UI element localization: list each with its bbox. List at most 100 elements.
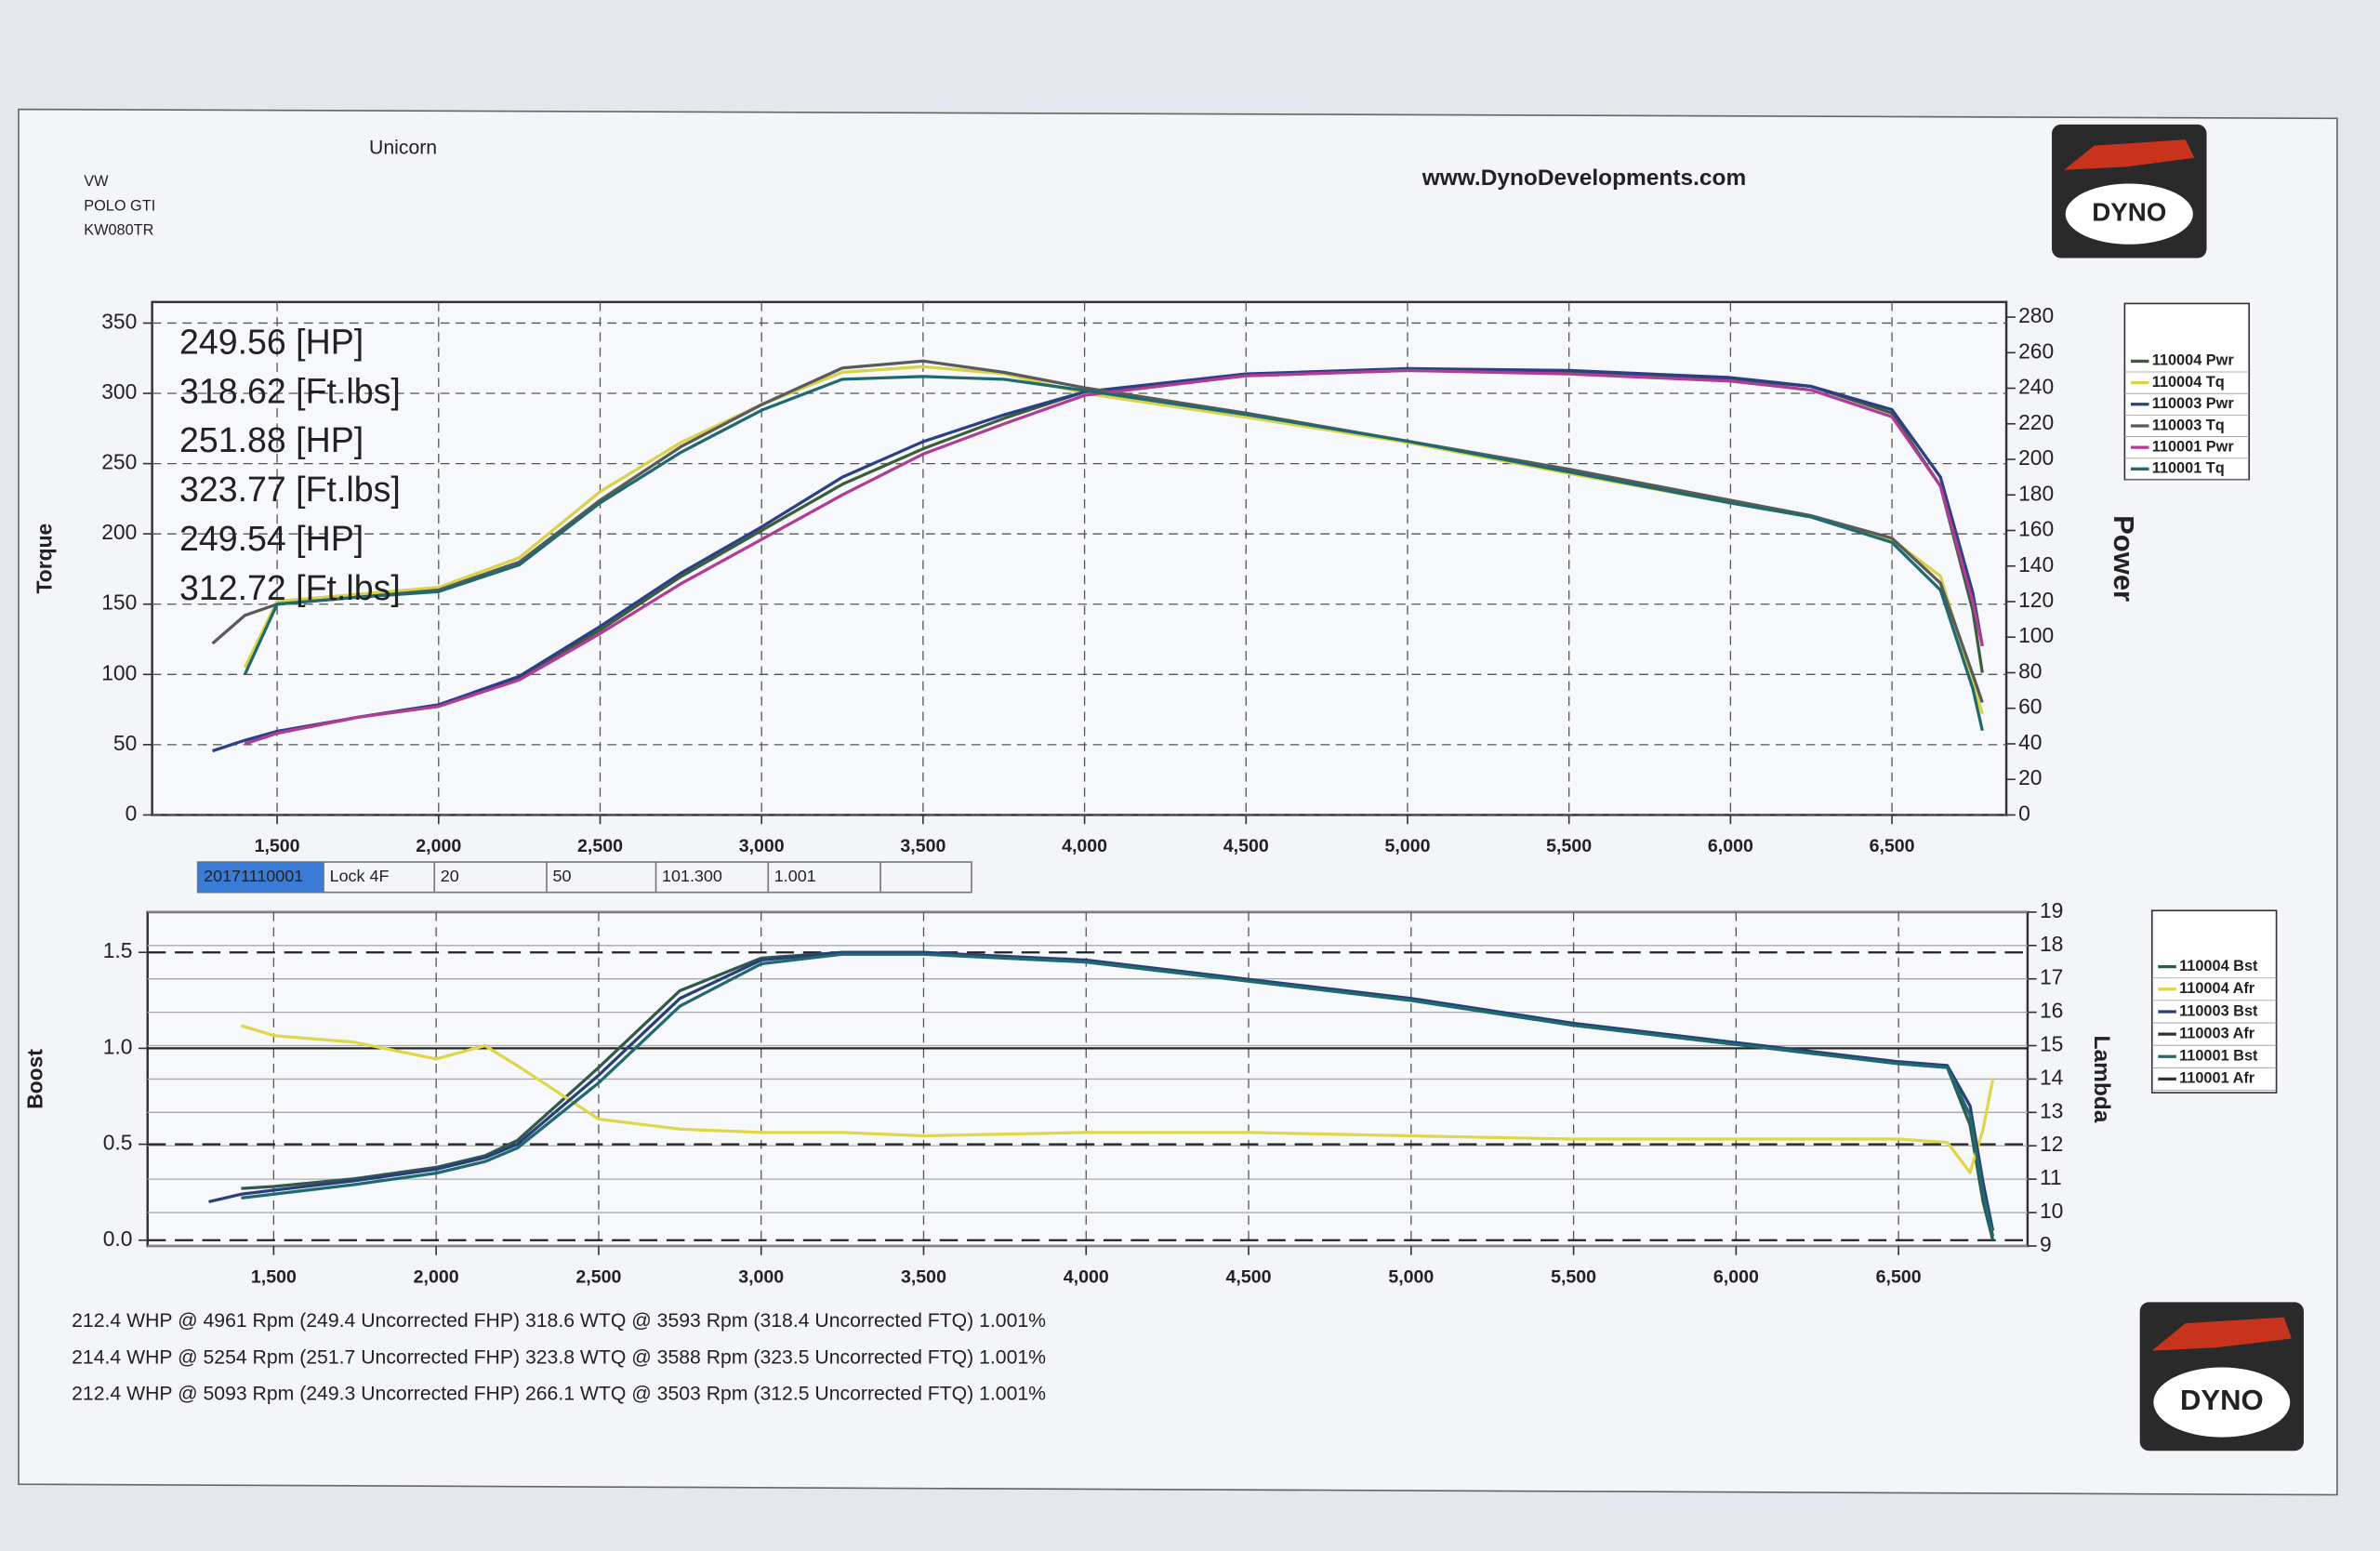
y2-tick-label: 60 [2018,695,2042,719]
x-tick-label: 3,500 [900,836,945,856]
info-cell: 20171110001 [204,867,303,885]
x-tick-label: 4,000 [1064,1266,1109,1287]
x-tick-label: 5,000 [1384,836,1430,856]
y2-tick-label: 180 [2018,481,2054,505]
x-tick-label: 5,500 [1546,836,1592,856]
legend-box [2123,302,2251,481]
x-tick-label: 6,500 [1876,1266,1922,1287]
y2-tick-label: 0 [2018,801,2030,825]
y2-tick-label: 140 [2018,552,2054,577]
x-tick-label: 3,500 [901,1266,946,1287]
website: www.DynoDevelopments.com [1421,166,1747,191]
y2-axis-label: Lambda [2089,1036,2114,1123]
y-tick-label: 200 [101,520,137,544]
legend-label: 110003 Pwr [2152,395,2235,412]
x-tick-label: 6,000 [1713,1266,1759,1287]
x-tick-label: 2,000 [416,836,461,856]
x-tick-label: 4,000 [1062,836,1107,856]
y-tick-label: 250 [101,450,137,474]
x-tick-label: 3,000 [738,1266,784,1287]
y-tick-label: 1.0 [103,1034,133,1058]
y2-tick-label: 200 [2018,445,2054,470]
y2-tick-label: 40 [2018,730,2042,754]
x-tick-label: 6,500 [1870,836,1915,856]
readout: 249.56 [HP] [179,322,364,361]
y2-tick-label: 220 [2018,410,2054,434]
y2-tick-label: 17 [2040,965,2063,989]
x-tick-label: 2,000 [414,1266,459,1287]
plate: KW080TR [84,221,153,238]
summary-line: 212.4 WHP @ 4961 Rpm (249.4 Uncorrected … [72,1310,1046,1332]
info-cell: Lock 4F [330,867,390,885]
logo-text: DYNO [2180,1384,2264,1416]
legend-label: 110004 Pwr [2152,352,2235,369]
y2-tick-label: 18 [2040,932,2063,956]
summary-line: 214.4 WHP @ 5254 Rpm (251.7 Uncorrected … [72,1346,1046,1368]
series-line [208,950,1995,1231]
y-tick-label: 0 [126,801,138,825]
x-tick-label: 2,500 [577,836,623,856]
y-tick-label: 0.0 [103,1226,133,1251]
logo-text: DYNO [2092,197,2166,226]
x-tick-label: 2,500 [575,1266,621,1287]
y2-tick-label: 14 [2040,1065,2064,1089]
y2-tick-label: 16 [2040,999,2063,1023]
y-axis-label: Torque [32,524,56,594]
y2-tick-label: 13 [2040,1098,2063,1122]
legend-label: 110004 Afr [2179,980,2255,997]
y2-tick-label: 12 [2040,1132,2063,1156]
y-tick-label: 50 [113,731,137,755]
y-tick-label: 350 [101,309,137,333]
readout: 323.77 [Ft.lbs] [179,470,401,509]
y2-tick-label: 120 [2018,588,2054,612]
series-line [241,952,1995,1238]
legend-box [2150,909,2278,1094]
y-tick-label: 100 [101,660,137,684]
make: VW [84,173,109,190]
legend-label: 110004 Tq [2152,374,2225,391]
readout: 312.72 [Ft.lbs] [179,568,401,607]
series-line [243,375,1984,732]
legend-label: 110003 Afr [2179,1025,2255,1041]
legend-label: 110001 Afr [2179,1070,2255,1087]
logo-car [2064,139,2195,170]
y2-tick-label: 10 [2040,1199,2063,1223]
info-cell: 101.300 [662,867,722,885]
x-tick-label: 1,500 [251,1266,297,1287]
legend-label: 110003 Bst [2179,1002,2258,1019]
y2-tick-label: 160 [2018,517,2054,541]
header-title: Unicorn [369,138,437,159]
legend-label: 110001 Pwr [2152,438,2235,455]
y-tick-label: 300 [101,379,137,404]
readout: 249.54 [HP] [179,519,364,558]
x-tick-label: 5,500 [1551,1266,1596,1287]
y2-tick-label: 240 [2018,375,2054,399]
y2-tick-label: 20 [2018,765,2042,789]
info-cell: 1.001 [774,867,816,885]
summary-line: 212.4 WHP @ 5093 Rpm (249.3 Uncorrected … [72,1384,1046,1405]
legend-label: 110003 Tq [2152,417,2225,433]
x-tick-label: 6,000 [1708,836,1753,856]
y-tick-label: 150 [101,590,137,615]
y-tick-label: 1.5 [103,938,133,962]
y2-tick-label: 260 [2018,338,2054,363]
legend-label: 110001 Bst [2179,1048,2258,1065]
x-tick-label: 3,000 [739,836,785,856]
x-tick-label: 4,500 [1226,1266,1272,1287]
info-cell-bg [197,862,324,893]
series-line [240,1024,1995,1174]
readout: 318.62 [Ft.lbs] [179,371,401,410]
y2-tick-label: 80 [2018,658,2042,683]
y2-tick-label: 280 [2018,303,2054,327]
legend-label: 110004 Bst [2179,958,2258,974]
readout: 251.88 [HP] [179,420,364,459]
info-cell: 50 [553,867,572,885]
y-tick-label: 0.5 [103,1131,133,1155]
y2-tick-label: 15 [2040,1032,2063,1056]
y2-tick-label: 100 [2018,623,2054,647]
legend-label: 110001 Tq [2152,460,2225,477]
y2-tick-label: 9 [2040,1232,2052,1256]
y2-tick-label: 19 [2040,898,2063,922]
